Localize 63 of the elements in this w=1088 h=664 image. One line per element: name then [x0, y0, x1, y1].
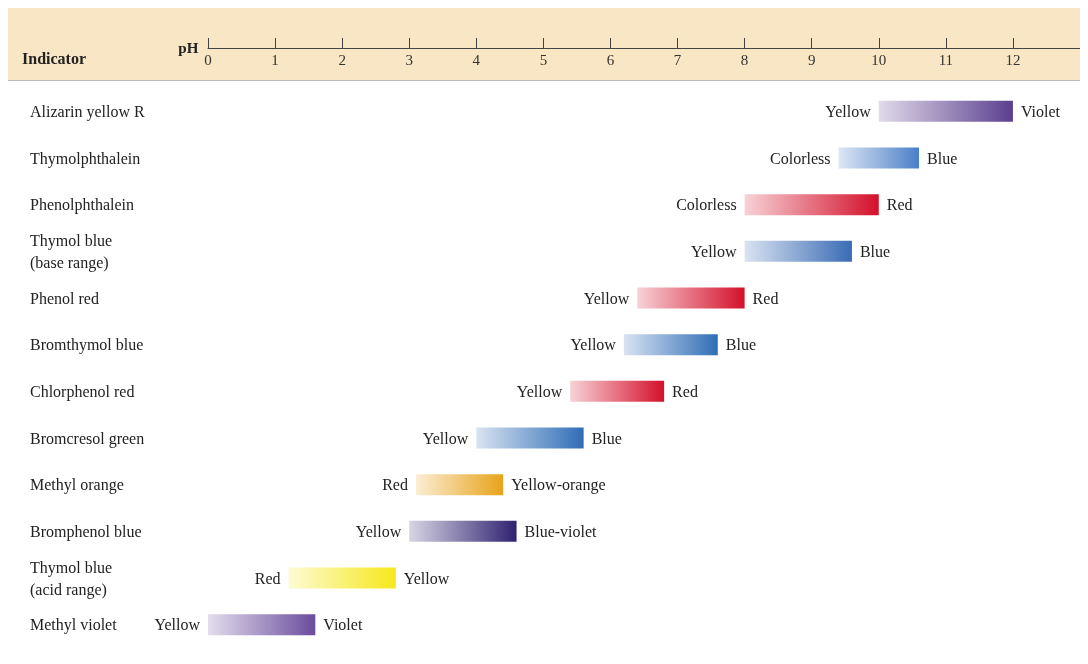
annotation: Blue: [725, 336, 756, 354]
y-axis-title: Indicator: [22, 49, 86, 67]
annotation: Red: [752, 289, 779, 307]
bar: [878, 100, 1013, 122]
annotation: Colorless: [676, 196, 737, 214]
y-tick-label: Thymolphthalein: [30, 149, 141, 168]
bar: [476, 427, 584, 449]
y-tick-label: Chlorphenol red: [30, 382, 135, 401]
y-tick-label: Methyl orange: [30, 476, 124, 495]
x-tick-label: 11: [938, 51, 954, 68]
bar: [570, 380, 665, 402]
y-tick-label: Thymol blue (acid range): [30, 558, 113, 599]
annotation: Yellow: [691, 242, 738, 260]
annotation: Yellow: [516, 382, 563, 400]
x-tick-label: 4: [472, 51, 481, 68]
bar: [637, 287, 745, 309]
y-tick-label: Thymol blue (base range): [30, 231, 113, 272]
annotation: Red: [672, 382, 698, 400]
annotation: Yellow: [403, 569, 450, 587]
annotation: Colorless: [770, 149, 831, 167]
bar: [415, 474, 504, 496]
x-tick-label: 9: [807, 51, 816, 68]
y-tick-label: Alizarin yellow R: [30, 102, 145, 121]
x-tick-label: 7: [673, 51, 682, 68]
x-tick-label: 8: [740, 51, 749, 68]
x-tick-label: 10: [871, 51, 887, 68]
bar: [838, 147, 920, 169]
y-tick-label: Methyl violet: [30, 616, 118, 635]
annotation: Yellow: [154, 616, 201, 634]
annotation: Violet: [1020, 102, 1061, 120]
bar: [208, 614, 316, 636]
annotation: Yellow: [570, 336, 617, 354]
annotation: Blue: [591, 429, 622, 447]
annotation: Yellow-orange: [511, 476, 606, 495]
annotation: Blue: [859, 242, 891, 260]
x-tick-label: 2: [338, 51, 346, 68]
annotation: Red: [254, 569, 281, 587]
bar: [409, 520, 517, 542]
annotation: Yellow: [825, 102, 872, 120]
y-tick-label: Phenol red: [30, 289, 99, 307]
x-tick-label: 0: [204, 51, 212, 68]
y-tick-label: Bromcresol green: [30, 429, 145, 448]
annotation: Red: [382, 476, 408, 494]
annotation: Violet: [323, 616, 363, 634]
y-tick-label: Phenolphthalein: [30, 196, 134, 215]
annotation: Yellow: [355, 522, 402, 540]
bar: [288, 567, 396, 589]
x-axis-title: pH: [178, 40, 199, 56]
annotation: Blue: [927, 149, 958, 167]
x-tick-label: 6: [606, 51, 615, 68]
annotation: Blue-violet: [524, 522, 598, 540]
bar: [744, 194, 879, 216]
bar: [623, 334, 718, 356]
annotation: Yellow: [583, 289, 630, 307]
x-tick-label: 12: [1005, 51, 1021, 68]
y-tick-label: Bromthymol blue: [30, 336, 144, 355]
y-tick-label: Bromphenol blue: [30, 522, 142, 541]
x-tick-label: 5: [539, 51, 548, 68]
x-tick-label: 1: [271, 51, 279, 68]
x-tick-label: 3: [405, 51, 413, 68]
annotation: Yellow: [422, 429, 469, 447]
annotation: Red: [886, 196, 913, 214]
bar: [744, 240, 852, 262]
